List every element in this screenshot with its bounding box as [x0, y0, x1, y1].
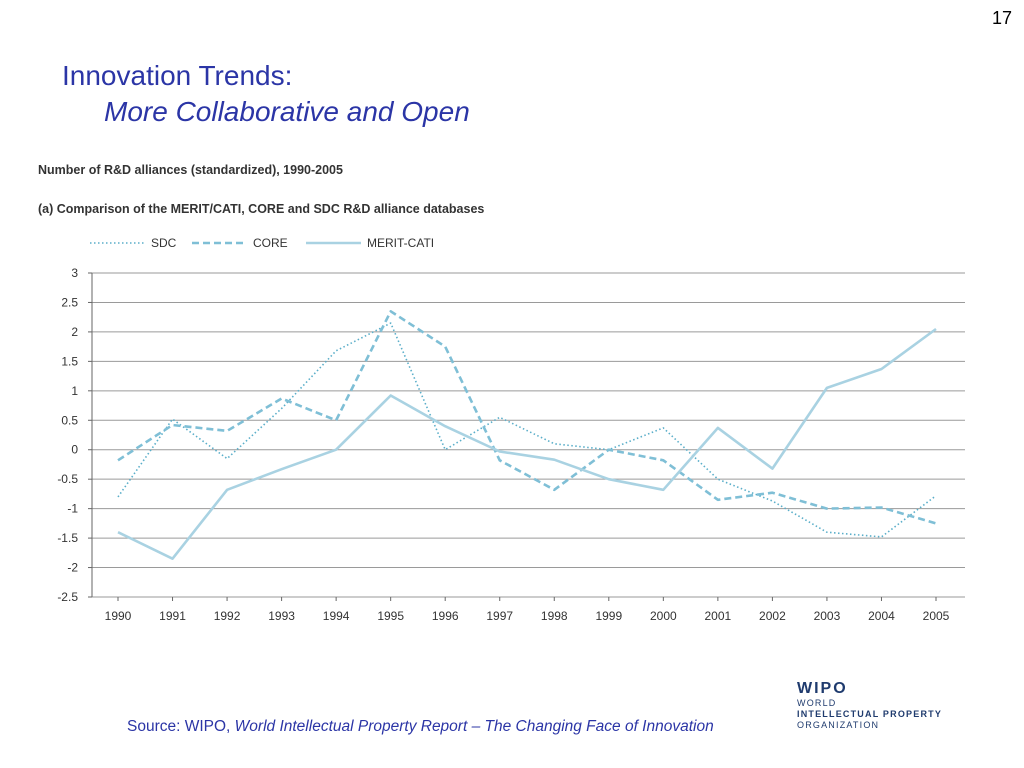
x-tick-label: 2001 [705, 609, 732, 623]
x-tick-label: 1996 [432, 609, 459, 623]
source-citation: Source: WIPO, World Intellectual Propert… [127, 718, 714, 736]
x-tick-label: 2005 [923, 609, 950, 623]
x-tick-label: 1998 [541, 609, 568, 623]
chart-series [117, 309, 937, 561]
slide-title-line2: More Collaborative and Open [104, 96, 470, 127]
legend-label: MERIT-CATI [367, 236, 434, 250]
x-tick-label: 1990 [105, 609, 132, 623]
y-tick-label: 2.5 [61, 295, 78, 309]
chart-grid [92, 272, 965, 598]
series-line-merit-cati [117, 327, 937, 561]
x-tick-label: 1992 [214, 609, 241, 623]
y-tick-label: 1 [71, 384, 78, 398]
chart-title: Number of R&D alliances (standardized), … [38, 163, 343, 177]
chart-subtitle: (a) Comparison of the MERIT/CATI, CORE a… [38, 202, 485, 216]
x-tick-label: 1993 [268, 609, 295, 623]
y-tick-label: -2 [67, 561, 78, 575]
x-tick-label: 1997 [486, 609, 513, 623]
y-tick-label: 2 [71, 325, 78, 339]
y-tick-label: -1 [67, 502, 78, 516]
y-tick-label: -1.5 [57, 531, 78, 545]
y-tick-label: 1.5 [61, 354, 78, 368]
slide-title-line1: Innovation Trends: [62, 60, 293, 91]
x-tick-label: 2000 [650, 609, 677, 623]
legend-label: CORE [253, 236, 288, 250]
x-tick-label: 2002 [759, 609, 786, 623]
wipo-logo-name: WORLD INTELLECTUAL PROPERTY ORGANIZATION [797, 698, 997, 731]
page-number: 17 [991, 8, 1012, 28]
y-tick-label: 0 [71, 443, 78, 457]
x-tick-label: 1999 [595, 609, 622, 623]
y-tick-label: -2.5 [57, 590, 78, 604]
x-tick-label: 2004 [868, 609, 895, 623]
x-tick-label: 1994 [323, 609, 350, 623]
y-tick-label: 3 [71, 266, 78, 280]
legend-label: SDC [151, 236, 177, 250]
x-tick-label: 2003 [814, 609, 841, 623]
slide-title: Innovation Trends: More Collaborative an… [62, 58, 470, 130]
source-title: World Intellectual Property Report – The… [234, 718, 714, 735]
wipo-logo-line3: ORGANIZATION [797, 720, 880, 730]
series-line-core [117, 309, 937, 525]
source-prefix: Source: WIPO, [127, 718, 235, 735]
series-line-sdc [117, 322, 937, 538]
y-tick-label: 0.5 [61, 413, 78, 427]
wipo-logo-line1: WORLD [797, 698, 837, 708]
wipo-logo-line2: INTELLECTUAL PROPERTY [797, 709, 943, 719]
chart-legend: SDC CORE MERIT-CATI [90, 236, 434, 250]
x-tick-label: 1995 [377, 609, 404, 623]
chart-axes: 3 2.5 2 1.5 1 0.5 0 -0.5 -1 -1.5 -2 -2.5 1990 1991 199… [57, 266, 949, 623]
wipo-logo-mark: WIPO [797, 680, 848, 697]
wipo-logo: WIPO WORLD INTELLECTUAL PROPERTY ORGANIZ… [797, 680, 997, 731]
x-tick-label: 1991 [159, 609, 186, 623]
y-tick-label: -0.5 [57, 472, 78, 486]
